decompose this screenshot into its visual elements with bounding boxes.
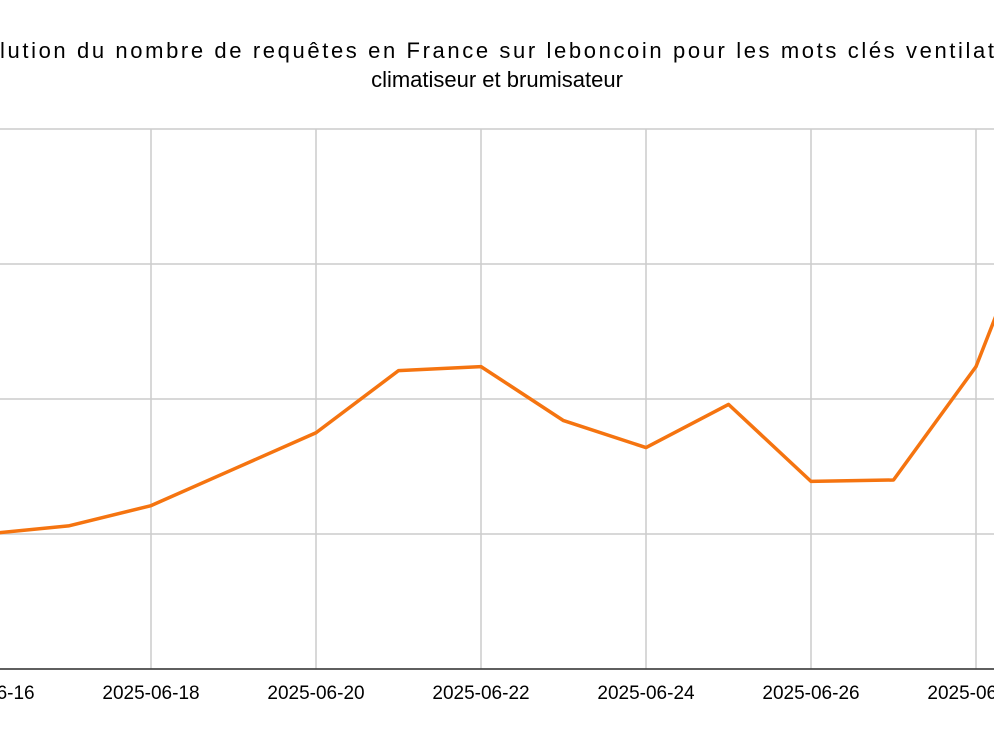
x-tick-label: 2025-06-26 <box>762 683 859 704</box>
x-tick-label: 2025-06-16 <box>0 683 35 704</box>
chart-title: lution du nombre de requêtes en France s… <box>0 38 994 63</box>
x-tick-label: 2025-06-20 <box>267 683 364 704</box>
chart-title: climatiseur et brumisateur <box>371 67 623 92</box>
data-line <box>0 315 994 535</box>
x-tick-label: 2025-06-22 <box>432 683 529 704</box>
x-tick-label: 2025-06-24 <box>597 683 695 704</box>
x-tick-label: 2025-06-28 <box>927 683 994 704</box>
x-tick-label: 2025-06-18 <box>102 683 199 704</box>
